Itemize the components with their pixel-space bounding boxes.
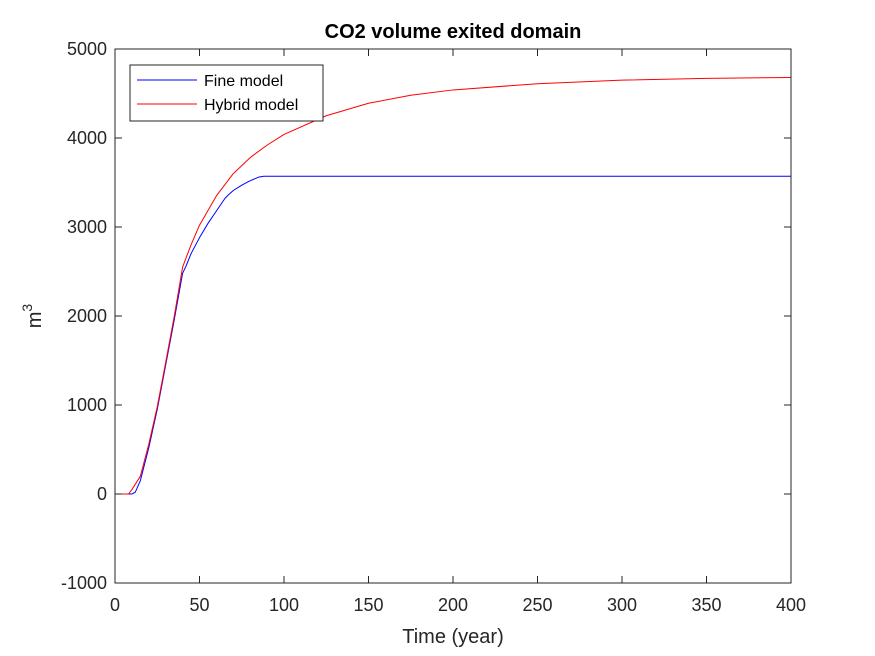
x-tick-label: 400 bbox=[776, 595, 806, 615]
x-tick-label: 350 bbox=[691, 595, 721, 615]
y-axis-label-superscript: 3 bbox=[19, 304, 35, 312]
x-tick-label: 250 bbox=[522, 595, 552, 615]
y-tick-label: 3000 bbox=[67, 217, 107, 237]
x-tick-label: 200 bbox=[438, 595, 468, 615]
x-tick-label: 50 bbox=[189, 595, 209, 615]
x-tick-label: 100 bbox=[269, 595, 299, 615]
legend-box bbox=[129, 64, 324, 122]
y-tick-label: 2000 bbox=[67, 306, 107, 326]
y-tick-label: 0 bbox=[97, 484, 107, 504]
series-layer bbox=[115, 76, 792, 495]
plot-area bbox=[115, 49, 791, 583]
y-tick-label: 5000 bbox=[67, 39, 107, 59]
series-line-fine-model bbox=[115, 175, 791, 495]
legend-label: Hybrid model bbox=[204, 97, 298, 114]
x-axis-label: Time (year) bbox=[402, 626, 503, 648]
y-tick-label: 4000 bbox=[67, 128, 107, 148]
series-line-hybrid-model bbox=[115, 76, 792, 495]
legend: Fine model Hybrid model bbox=[129, 64, 324, 122]
chart-title: CO2 volume exited domain bbox=[325, 21, 582, 43]
y-axis-label: m3 bbox=[19, 304, 46, 329]
x-tick-label: 150 bbox=[353, 595, 383, 615]
x-tick-label: 300 bbox=[607, 595, 637, 615]
y-axis-label-base: m bbox=[24, 312, 46, 329]
tick-layer: 0 50 100 150 200 250 300 350 400-100001000200030… bbox=[61, 39, 806, 615]
y-tick-label: 1000 bbox=[67, 395, 107, 415]
legend-label: Fine model bbox=[204, 73, 283, 90]
x-tick-label: 0 bbox=[110, 595, 120, 615]
y-tick-label: -1000 bbox=[61, 573, 107, 593]
